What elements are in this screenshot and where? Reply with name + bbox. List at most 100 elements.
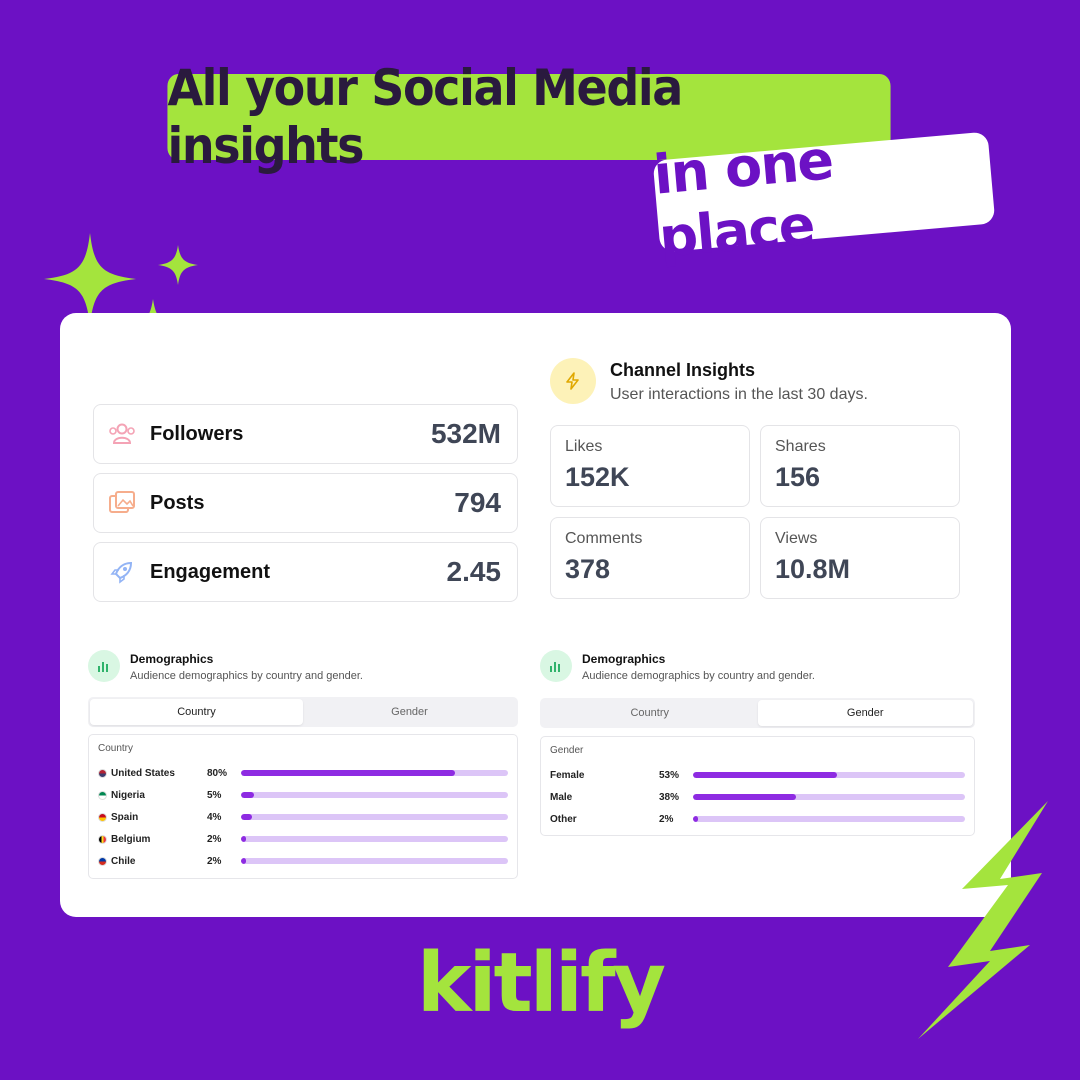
tab-gender[interactable]: Gender (757, 700, 973, 726)
demographic-bar-fill (693, 816, 699, 822)
brand-logo: kitlify (416, 936, 666, 1031)
metric-value: 10.8M (775, 554, 851, 584)
demographic-percent: 80% (207, 767, 228, 779)
demographic-percent: 2% (659, 813, 674, 825)
demographic-bar-fill (693, 794, 797, 800)
flag-icon (98, 834, 107, 844)
demographic-label: Chile (111, 855, 136, 867)
panel-heading: Gender (550, 745, 584, 756)
metric-label: Views (775, 530, 818, 547)
demographic-bar (693, 794, 965, 800)
demographic-row: United States 80% (98, 765, 508, 781)
demographic-row: Spain 4% (98, 809, 508, 825)
demographic-label: United States (111, 767, 175, 779)
country-panel: Country United States 80% Nigeria 5% Spain 4%… (88, 734, 518, 879)
demographic-name: Nigeria (98, 790, 207, 801)
demographics-gender-tabs: Country Gender (540, 698, 975, 728)
demographic-label: Spain (111, 811, 139, 823)
channel-insights-subtitle: User interactions in the last 30 days. (610, 386, 868, 403)
demographic-bar (241, 770, 508, 776)
stat-value: 794 (454, 487, 501, 518)
demographic-row: Nigeria 5% (98, 787, 508, 803)
demographic-bar (241, 858, 508, 864)
demographic-bar (241, 814, 508, 820)
stat-label: Engagement (150, 560, 271, 583)
images-icon (108, 489, 136, 517)
metric-label: Shares (775, 438, 826, 455)
stat-posts: Posts 794 (93, 473, 518, 533)
panel-heading: Country (98, 743, 134, 754)
lightning-bolt-icon (918, 801, 1048, 1039)
demographic-bar-fill (241, 836, 247, 842)
flag-icon (98, 856, 107, 866)
demographic-label: Female (550, 769, 585, 781)
demographic-percent: 5% (207, 789, 222, 801)
stat-value: 532M (430, 418, 501, 449)
demographic-bar-fill (241, 858, 247, 864)
demographic-name: Belgium (98, 834, 207, 845)
stat-followers: Followers 532M (93, 404, 518, 464)
stat-value: 2.45 (446, 556, 502, 587)
demographic-bar (241, 836, 508, 842)
demographic-label: Male (550, 791, 573, 803)
stat-engagement: Engagement 2.45 (93, 542, 518, 602)
headline-line-2: in one place (651, 128, 996, 269)
metric-comments: Comments 378 (550, 517, 750, 599)
rocket-icon (108, 558, 136, 586)
demographic-name: Other (550, 814, 659, 825)
demographics-gender-title: Demographics (582, 652, 666, 666)
demographic-name: Male (550, 792, 659, 803)
flag-icon (98, 812, 107, 822)
metric-value: 156 (775, 462, 821, 492)
flag-icon (98, 768, 107, 778)
demographic-bar (693, 772, 965, 778)
demographic-name: Female (550, 770, 659, 781)
demographic-bar (241, 792, 508, 798)
metric-label: Comments (565, 530, 643, 547)
metric-likes: Likes 152K (550, 425, 750, 507)
tab-country[interactable]: Country (630, 707, 670, 719)
demographics-country-subtitle: Audience demographics by country and gen… (130, 670, 363, 682)
tab-gender[interactable]: Gender (391, 706, 428, 718)
flag-icon (98, 790, 107, 800)
demographic-label: Other (550, 813, 577, 825)
demographic-bar-fill (693, 772, 838, 778)
users-icon (108, 420, 136, 448)
headline-line-1: All your Social Media insights (167, 59, 891, 175)
demographic-row: Belgium 2% (98, 831, 508, 847)
demographic-name: Chile (98, 856, 207, 867)
demographics-gender-subtitle: Audience demographics by country and gen… (582, 670, 815, 682)
demographics-country-tabs: Country Gender (88, 697, 518, 727)
demographic-percent: 2% (207, 855, 222, 867)
channel-insights-title: Channel Insights (610, 360, 756, 380)
stat-label: Posts (150, 491, 205, 514)
demographics-country-title: Demographics (130, 652, 214, 666)
bar-chart-icon (88, 650, 120, 682)
demographic-percent: 38% (659, 791, 680, 803)
metric-value: 378 (565, 554, 611, 584)
demographic-percent: 2% (207, 833, 222, 845)
demographic-row: Female 53% (550, 767, 965, 783)
demographic-row: Chile 2% (98, 853, 508, 869)
bar-chart-icon (540, 650, 572, 682)
metric-value: 152K (565, 462, 630, 492)
lightning-icon (550, 358, 596, 404)
demographic-name: Spain (98, 812, 207, 823)
demographic-row: Other 2% (550, 811, 965, 827)
tab-country[interactable]: Country (90, 699, 303, 725)
demographic-row: Male 38% (550, 789, 965, 805)
metric-label: Likes (565, 438, 603, 455)
stat-label: Followers (150, 422, 244, 445)
demographic-bar-fill (241, 814, 252, 820)
demographic-label: Belgium (111, 833, 151, 845)
gender-panel: Gender Female 53% Male 38% Other 2% (540, 736, 975, 836)
demographic-bar-fill (241, 792, 255, 798)
demographic-percent: 4% (207, 811, 222, 823)
dashboard-card: Followers 532M Posts 794 Engagement 2.45 (60, 313, 1011, 917)
demographic-bar-fill (241, 770, 455, 776)
demographic-percent: 53% (659, 769, 680, 781)
demographic-label: Nigeria (111, 789, 145, 801)
metric-views: Views 10.8M (760, 517, 960, 599)
demographic-bar (693, 816, 965, 822)
metric-shares: Shares 156 (760, 425, 960, 507)
